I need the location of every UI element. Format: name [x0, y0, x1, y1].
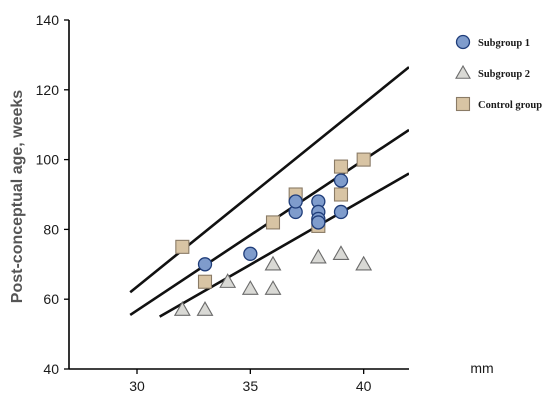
y-axis-title: Post-conceptual age, weeks	[9, 90, 26, 304]
data-point-series2-3	[219, 273, 237, 288]
legend-label: Subgroup 2	[478, 69, 530, 80]
data-point-series3-6	[333, 159, 349, 174]
data-point-series1-8	[311, 215, 326, 230]
y-tick-label: 80	[43, 221, 59, 237]
regression-line-3	[159, 172, 409, 318]
legend-marker	[455, 64, 471, 79]
axes: 40 60 80 100 120 140 30 35 40 Post-conceptual age…	[9, 12, 494, 394]
y-tick-label: 140	[36, 12, 60, 28]
data-point-series3-1	[175, 239, 190, 254]
data-point-series2-6	[264, 255, 282, 271]
data-point-series3-2	[197, 274, 213, 289]
x-tick-label: 40	[356, 378, 372, 394]
data-point-series3-7	[333, 187, 349, 202]
legend-marker	[455, 34, 471, 50]
regression-lines	[129, 66, 409, 318]
legend-label: Control group	[478, 100, 542, 111]
data-point-series3-3	[265, 215, 281, 230]
legend-item-1: Subgroup 1	[455, 34, 530, 50]
legend-marker	[455, 96, 471, 112]
data-point-series2-8	[332, 245, 350, 261]
x-tick-label: 35	[243, 378, 259, 394]
data-point-series1-10	[333, 204, 349, 220]
data-point-series1-1	[197, 257, 213, 272]
legend-item-3: Control group	[455, 96, 542, 112]
y-tick-label: 40	[43, 361, 59, 377]
data-point-series2-9	[355, 255, 373, 271]
regression-line-1	[129, 66, 409, 294]
data-point-series2-5	[264, 280, 282, 295]
data-point-series2-4	[241, 280, 259, 295]
legend-item-2: Subgroup 2	[455, 64, 530, 80]
data-point-series3-8	[356, 152, 371, 167]
x-axis-unit: mm	[470, 360, 493, 376]
legend-label: Subgroup 1	[478, 38, 530, 49]
legend: Subgroup 1 Subgroup 2 Control group	[455, 34, 542, 112]
y-tick-label: 100	[36, 152, 60, 168]
data-point-series2-2	[196, 301, 214, 316]
data-point-series1-4	[288, 194, 303, 209]
data-point-series1-9	[333, 173, 349, 188]
y-tick-label: 120	[36, 82, 60, 98]
data-markers	[173, 152, 373, 316]
data-point-series1-2	[243, 246, 258, 261]
data-point-series2-1	[173, 301, 191, 316]
x-tick-label: 30	[129, 378, 145, 394]
y-tick-label: 60	[43, 291, 59, 307]
data-point-series2-7	[309, 248, 327, 264]
